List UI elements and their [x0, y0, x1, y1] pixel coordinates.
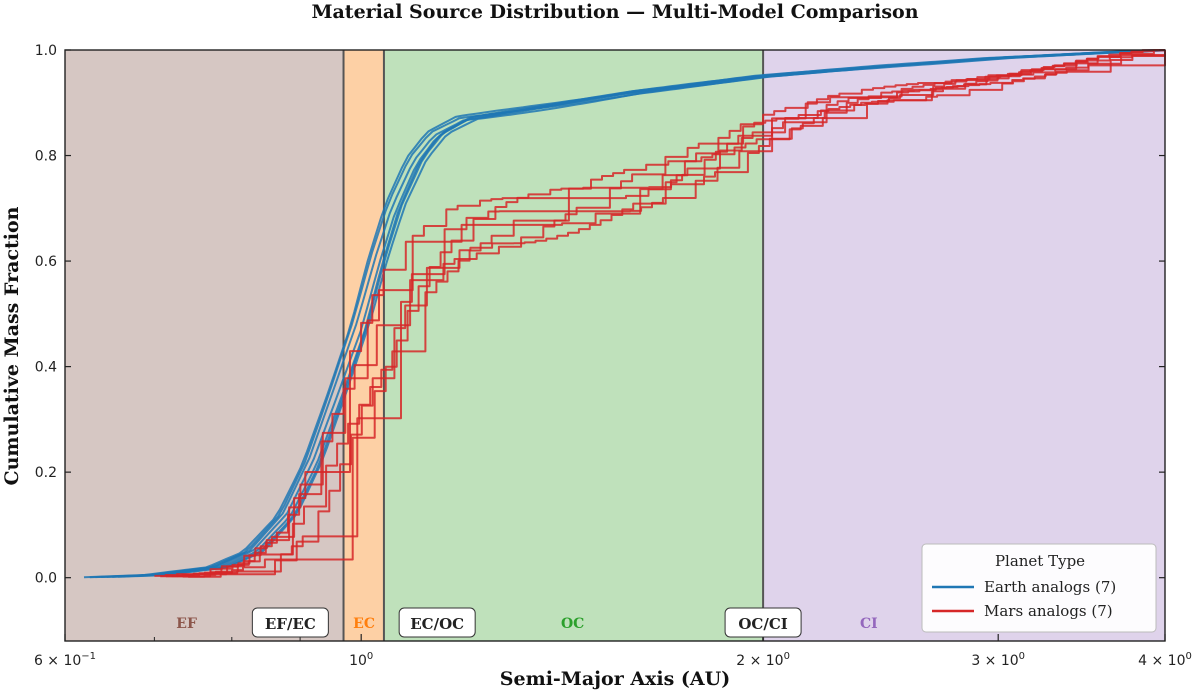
- boundary-label-box-oc-ci: [724, 607, 802, 638]
- legend: Planet Type Earth analogs (7) Mars analo…: [921, 543, 1157, 633]
- boundary-label-box-ef-ec: [251, 607, 329, 638]
- x-axis-label: Semi-Major Axis (AU): [500, 668, 730, 690]
- legend-label-earth: Earth analogs (7): [984, 578, 1116, 596]
- x-tick-label: 4 × 100: [1138, 651, 1192, 669]
- region-label-oc: OC: [561, 616, 584, 632]
- x-tick-label: 100: [349, 651, 373, 669]
- region-label-ci: CI: [860, 616, 878, 632]
- region-label-ef: EF: [176, 616, 197, 632]
- boundary-label-ec-oc: EC/OC: [410, 615, 464, 633]
- region-label-ec: EC: [353, 616, 375, 632]
- series-line-mars-6: [182, 51, 1166, 578]
- series-line-earth-7: [117, 49, 1166, 578]
- series-line-mars-7: [188, 52, 1166, 578]
- x-tick-label: 2 × 100: [736, 651, 790, 669]
- boundary-label-ef-ec: EF/EC: [265, 615, 316, 633]
- chart-title: Material Source Distribution — Multi-Mod…: [311, 1, 918, 23]
- y-tick-label: 0.6: [35, 254, 57, 270]
- y-tick-label: 0.2: [35, 465, 57, 481]
- x-tick-label: 3 × 100: [971, 651, 1025, 669]
- series-line-mars-5: [177, 50, 1166, 578]
- legend-label-mars: Mars analogs (7): [984, 602, 1113, 620]
- region-ci: [763, 50, 1165, 641]
- y-tick-label: 1.0: [35, 43, 57, 59]
- y-tick-label: 0.4: [35, 360, 57, 376]
- x-tick-label: 6 × 10−1: [34, 651, 96, 669]
- series-earth: [83, 49, 1166, 579]
- series-line-mars-4: [171, 54, 1165, 578]
- boundary-label-box-ec-oc: [398, 607, 476, 638]
- region-oc: [383, 50, 764, 641]
- y-tick-label: 0.0: [35, 571, 57, 587]
- legend-title: Planet Type: [995, 552, 1085, 570]
- boundary-label-oc-ci: OC/CI: [738, 615, 787, 633]
- y-tick-label: 0.8: [35, 149, 57, 165]
- region-ef: [65, 50, 344, 641]
- series-mars: [154, 49, 1166, 578]
- y-axis-label: Cumulative Mass Fraction: [1, 206, 23, 485]
